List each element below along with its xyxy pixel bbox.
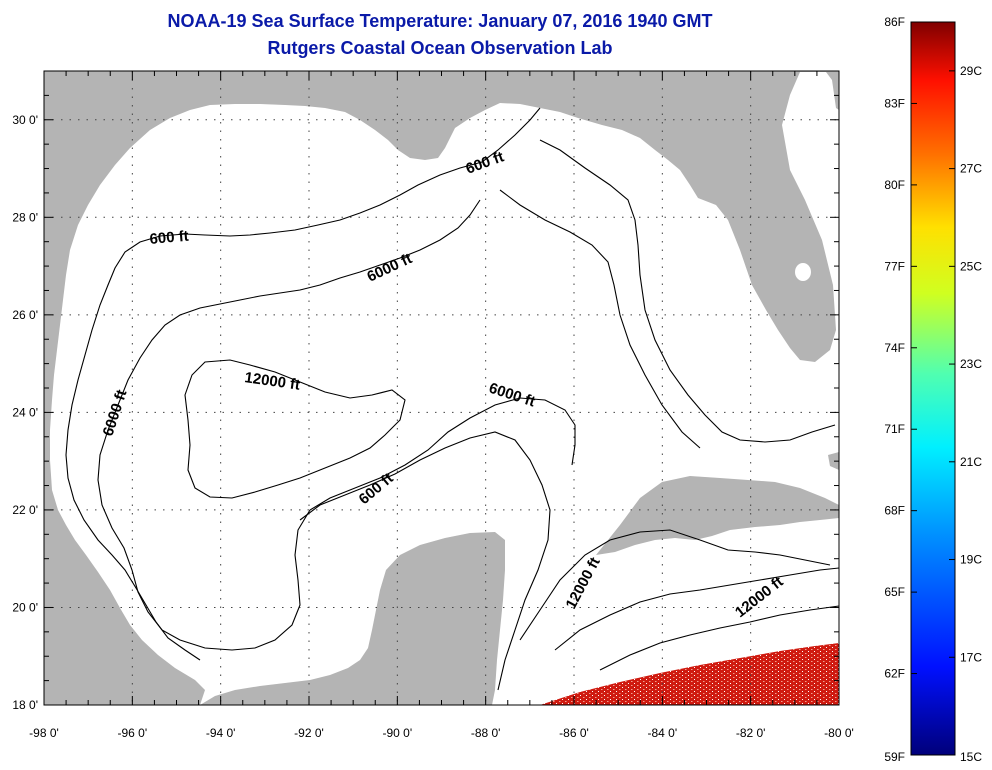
axis-ticks (43, 70, 840, 706)
contour-12000ft-center (184, 359, 406, 499)
colorbar-f-label: 62F (884, 667, 905, 681)
x-tick-label: -82 0' (736, 726, 766, 740)
y-tick-label: 24 0' (12, 405, 38, 419)
y-tick-label: 22 0' (12, 503, 38, 517)
colorbar-celsius-labels: 29C 27C 25C 23C 21C 19C 17C 15C (960, 64, 982, 764)
lake-okeechobee (795, 263, 811, 281)
y-tick-label: 26 0' (12, 308, 38, 322)
colorbar-f-label: 83F (884, 96, 905, 110)
contour-caribbean-1 (554, 567, 839, 651)
colorbar-c-label: 17C (960, 650, 982, 664)
land-cuba (596, 476, 839, 555)
contour-600ft-shelf (65, 107, 541, 661)
colorbar-ticks (911, 21, 955, 756)
colorbar-f-label: 65F (884, 585, 905, 599)
contour-caribbean-2 (599, 605, 839, 671)
map-subtitle: Rutgers Coastal Ocean Observation Lab (267, 38, 613, 58)
temperature-colorbar (910, 21, 956, 756)
colorbar-f-label: 80F (884, 178, 905, 192)
y-axis-labels: 18 0' 20 0' 22 0' 24 0' 26 0' 28 0' 30 0' (12, 113, 38, 712)
sst-data-swath (540, 643, 839, 705)
land-bahamas-edge (828, 452, 839, 470)
contour-6000ft (97, 199, 576, 651)
x-tick-label: -98 0' (29, 726, 59, 740)
contour-600ft-florida (539, 139, 836, 443)
land-yucatan (200, 532, 505, 705)
x-tick-label: -88 0' (471, 726, 501, 740)
colorbar-f-label: 71F (884, 422, 905, 436)
x-tick-label: -94 0' (206, 726, 236, 740)
colorbar-f-label: 68F (884, 504, 905, 518)
colorbar-fahrenheit-labels: 86F 83F 80F 77F 74F 71F 68F 65F 62F 59F (884, 15, 905, 764)
colorbar-c-label: 19C (960, 553, 982, 567)
x-tick-label: -92 0' (294, 726, 324, 740)
contour-600ft-yucatan (299, 431, 551, 691)
x-tick-label: -80 0' (824, 726, 854, 740)
colorbar-c-label: 25C (960, 259, 982, 273)
colorbar-c-label: 27C (960, 162, 982, 176)
x-tick-label: -84 0' (648, 726, 678, 740)
colorbar-f-label: 86F (884, 15, 905, 29)
x-axis-labels: -98 0' -96 0' -94 0' -92 0' -90 0' -88 0' -86 … (29, 726, 854, 740)
x-tick-label: -86 0' (559, 726, 589, 740)
graticule (44, 71, 839, 705)
contour-12000ft-channel (519, 529, 831, 641)
x-tick-label: -90 0' (383, 726, 413, 740)
colorbar-f-label: 59F (884, 750, 905, 764)
contour-6000ft-florida (499, 189, 701, 449)
contour-label: 600 ft (149, 228, 190, 248)
colorbar-c-label: 29C (960, 64, 982, 78)
y-tick-label: 20 0' (12, 600, 38, 614)
map-title: NOAA-19 Sea Surface Temperature: January… (167, 11, 713, 31)
bathymetry-contours (65, 107, 839, 691)
colorbar-f-label: 77F (884, 259, 905, 273)
colorbar-c-label: 21C (960, 455, 982, 469)
land-isle-of-youth (702, 521, 722, 535)
colorbar-f-label: 74F (884, 341, 905, 355)
land-north-america (44, 71, 839, 705)
land-layer (44, 71, 839, 705)
y-tick-label: 28 0' (12, 210, 38, 224)
y-tick-label: 30 0' (12, 113, 38, 127)
colorbar-c-label: 15C (960, 750, 982, 764)
colorbar-c-label: 23C (960, 357, 982, 371)
x-tick-label: -96 0' (118, 726, 148, 740)
y-tick-label: 18 0' (12, 698, 38, 712)
